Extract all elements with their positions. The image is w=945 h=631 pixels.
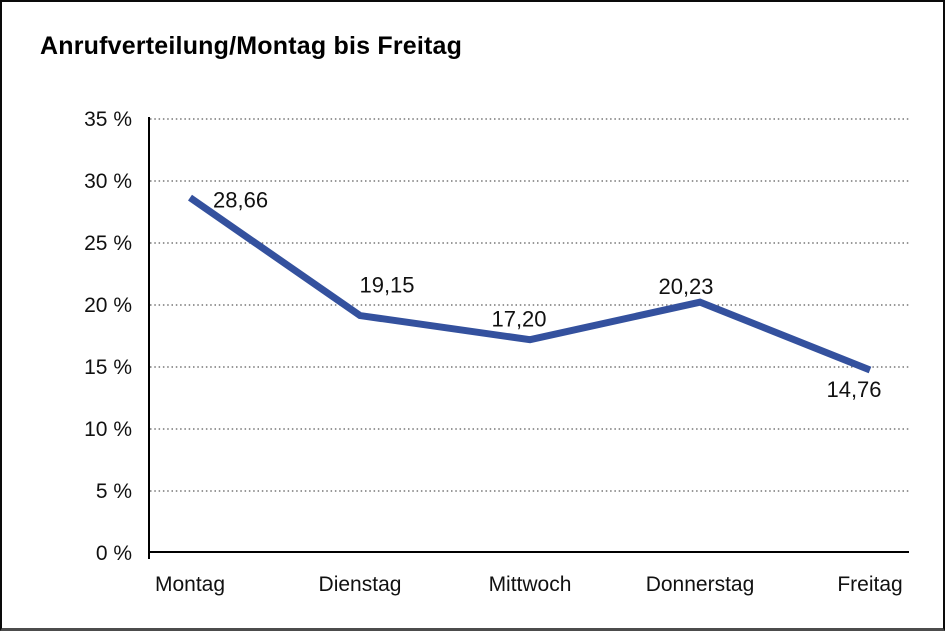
y-tick-label: 5 %: [96, 480, 132, 503]
x-tick-label: Mittwoch: [489, 573, 572, 596]
x-tick-label: Donnerstag: [646, 573, 755, 596]
x-tick-label: Freitag: [837, 573, 902, 596]
y-tick-label: 15 %: [84, 356, 132, 379]
y-tick-label: 10 %: [84, 418, 132, 441]
y-tick-label: 35 %: [84, 108, 132, 131]
data-label: 20,23: [658, 274, 713, 299]
x-tick-label: Dienstag: [319, 573, 402, 596]
data-label: 28,66: [213, 188, 268, 213]
data-label: 14,76: [826, 377, 881, 402]
data-line: [188, 194, 872, 374]
x-tick-label: Montag: [155, 573, 225, 596]
data-label: 19,15: [359, 273, 414, 298]
y-tick-label: 0 %: [96, 542, 132, 565]
y-tick-label: 30 %: [84, 170, 132, 193]
data-label: 17,20: [491, 307, 546, 332]
chart-title: Anrufverteilung/Montag bis Freitag: [40, 32, 463, 60]
y-tick-label: 25 %: [84, 232, 132, 255]
y-tick-label: 20 %: [84, 294, 132, 317]
